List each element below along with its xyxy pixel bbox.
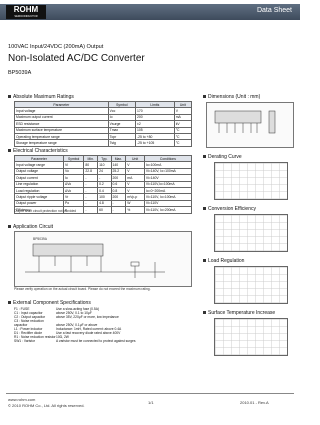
electrical-table: Parameter Symbol Min. Typ. Max. Unit Condition…: [14, 154, 193, 214]
footer-revision: 2010.01 - Rev.A: [240, 400, 269, 405]
table-cell: Io: [107, 113, 137, 122]
circuit-note: Please verify operation on the actual ci…: [14, 287, 151, 291]
logo: ROHM SEMICONDUCTOR: [6, 5, 46, 19]
graph-frame: [214, 266, 288, 304]
table-row: Maximum output current Io 200 mA: [14, 113, 193, 122]
table-cell: -: [110, 206, 127, 214]
heading: Dimensions (Unit : mm): [203, 94, 260, 100]
graph-frame: [214, 162, 288, 200]
table-cell: Vcc: [107, 107, 137, 115]
component-name: C3 : Noise reduction capacitor: [14, 319, 44, 327]
title: Non-Isolated AC/DC Converter: [8, 53, 145, 64]
component-desc: Use a slow-acting fuse (0.5A): [56, 307, 100, 311]
table-row: Efficiency η -60-% Vi=110V, Io=200mA: [14, 206, 193, 214]
graph-frame: [214, 318, 288, 356]
heading: Load Regulation: [203, 258, 244, 264]
table-cell: Storage temperature range: [14, 139, 109, 147]
heading: Derating Curve: [203, 154, 242, 160]
dimension-svg: [214, 110, 276, 134]
part-number: BP5039A: [8, 70, 32, 76]
heading: External Component Specifications: [8, 300, 91, 306]
component-desc: above 35V, 220μF or more, low impedance: [56, 315, 119, 319]
component-desc: A varistor must be connected to protect …: [56, 339, 136, 343]
table-cell: V: [173, 107, 193, 115]
footer-rule: [6, 393, 294, 394]
table-row: Output ripple voltage Vr -100 200 mVp-p Vi=11…: [14, 193, 193, 201]
component-item: R1 : Noise reduction resistor10Ω, 2W: [14, 335, 194, 339]
table-cell: Vsurge: [107, 120, 137, 128]
dimension-drawing: [206, 102, 294, 148]
table-row: Storage temperature range Tstg -25 to +105…: [14, 139, 193, 147]
component-name: D1 : Rectifier diode: [14, 331, 43, 335]
subtitle: 100VAC Input/24VDC (200mA) Output: [8, 44, 104, 50]
header-band: [0, 4, 300, 20]
table-row: ESD resistance Vsurge ±2 kV: [14, 120, 193, 128]
heading: Conversion Efficiency: [203, 206, 256, 212]
table-cell: mA: [173, 113, 193, 122]
header-row: Parameter Symbol Limits Unit: [14, 100, 193, 109]
heading: Absolute Maximum Ratings: [8, 94, 74, 100]
component-item: SW1 : Varistor A varistor must be connect…: [14, 339, 194, 343]
table-cell: kV: [173, 120, 193, 128]
component-name: C1 : Input capacitor: [14, 311, 43, 315]
circuit-label: BP5039A: [33, 237, 47, 241]
table-note: Output short circuit protection not prov…: [14, 209, 77, 213]
component-item: C2 : Output capacitor above 35V, 220μF or…: [14, 315, 194, 319]
table-row: Output current Io - -200 mA Vi=140V: [14, 174, 193, 182]
doc-label: Data Sheet: [256, 7, 292, 14]
table-row: Input voltage Vcc 170 V: [14, 107, 193, 115]
component-item: C1 : Input capacitor above 250V, 0.1 to 1…: [14, 311, 194, 315]
table-cell: %: [125, 206, 145, 214]
component-desc: 10Ω, 2W: [56, 335, 69, 339]
table-cell: η: [62, 206, 85, 214]
column-header: Unit: [173, 100, 193, 109]
component-item: D1 : Rectifier diode Use a fast recovery …: [14, 331, 194, 335]
component-desc: Inductance: 1mH, Rated current: above 0.…: [56, 327, 122, 331]
heading: Surface Temperature Increase: [203, 310, 275, 316]
table-row: Line regulation ΔVo -0.2 0.6 V Vi=110V,Io=100…: [14, 180, 193, 188]
component-desc: above 250V, 0.1μF or above: [56, 323, 98, 327]
circuit-svg: [25, 243, 165, 278]
footer-url: www.rohm.com: [8, 397, 36, 402]
heading: Electrical Characteristics: [8, 148, 68, 154]
component-list: F1 : FUSE Use a slow-acting fuse (0.5A) C1…: [14, 307, 194, 343]
table-cell: -: [83, 206, 99, 214]
footer-page: 1/1: [148, 400, 154, 405]
component-item: F1 : FUSE Use a slow-acting fuse (0.5A): [14, 307, 194, 311]
table-cell: Vi=110V, Io=200mA: [143, 206, 193, 214]
graph-frame: [214, 214, 288, 252]
page: {"header":{"logo":"ROHM","logo_sub":"SEM…: [0, 0, 300, 425]
component-desc: above 250V, 0.1 to 10μF: [56, 311, 92, 315]
table-cell: Tstg: [107, 139, 137, 147]
component-name: C2 : Output capacitor: [14, 315, 46, 319]
component-item: L1 : Power inductor Inductance: 1mH, Rate…: [14, 327, 194, 331]
component-name: F1 : FUSE: [14, 307, 30, 311]
component-desc: Use a fast recovery diode rated above 40…: [56, 331, 121, 335]
column-header: Symbol: [107, 100, 137, 109]
component-name: SW1 : Varistor: [14, 339, 36, 343]
component-name: L1 : Power inductor: [14, 327, 43, 331]
table-cell: °C: [173, 139, 193, 147]
header-row: Parameter Symbol Min. Typ. Max. Unit Condition…: [14, 154, 193, 163]
component-name: R1 : Noise reduction resistor: [14, 335, 56, 339]
circuit-box: BP5039A: [14, 231, 192, 287]
component-item: C3 : Noise reduction capacitor above 250V…: [14, 319, 194, 327]
table-cell: -25 to +105: [135, 139, 175, 147]
table-cell: 60: [97, 206, 112, 214]
footer-copyright: © 2010 ROHM Co., Ltd. All rights reserve…: [8, 403, 85, 408]
abs-max-table: Parameter Symbol Limits Unit Input voltage Vc…: [14, 100, 193, 147]
heading: Application Circuit: [8, 224, 53, 230]
